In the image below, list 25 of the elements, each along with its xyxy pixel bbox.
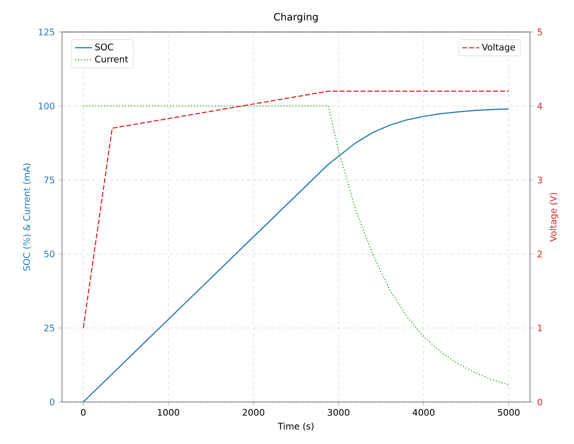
y-tick-label: 50 bbox=[44, 250, 54, 258]
y2-axis-title: Voltage (V) bbox=[550, 192, 558, 242]
x-tick-label: 5000 bbox=[498, 409, 520, 416]
y2-tick-label: 2 bbox=[538, 250, 542, 258]
x-tick-label: 4000 bbox=[412, 409, 434, 416]
x-tick-label: 2000 bbox=[242, 409, 264, 416]
y-tick-label: 25 bbox=[44, 324, 54, 332]
x-tick-label: 1000 bbox=[158, 409, 180, 416]
y-tick-label: 75 bbox=[44, 176, 54, 184]
y2-tick-label: 3 bbox=[538, 176, 542, 184]
y2-tick-label: 5 bbox=[538, 28, 542, 36]
x-axis-title: Time (s) bbox=[278, 422, 314, 431]
chart-title: Charging bbox=[274, 12, 318, 22]
legend-label: SOC bbox=[95, 44, 114, 50]
y-tick-label: 100 bbox=[38, 102, 54, 110]
legend-label: Current bbox=[95, 56, 128, 62]
x-tick-label: 0 bbox=[81, 409, 86, 416]
y-tick-label: 0 bbox=[50, 398, 54, 406]
legend-label: Voltage bbox=[482, 44, 516, 52]
y2-tick-label: 1 bbox=[538, 324, 542, 332]
y-axis-title: SOC (%) & Current (mA) bbox=[23, 164, 32, 271]
x-tick-label: 3000 bbox=[328, 409, 350, 416]
y2-tick-label: 4 bbox=[537, 102, 542, 110]
y2-tick-label: 0 bbox=[538, 398, 542, 406]
y-tick-label: 125 bbox=[38, 28, 54, 36]
